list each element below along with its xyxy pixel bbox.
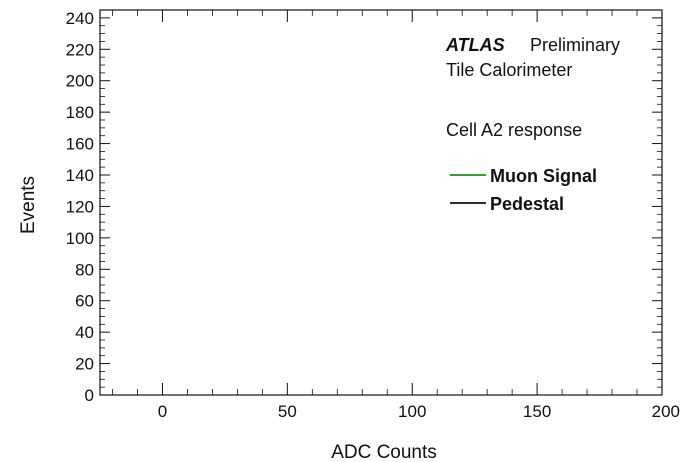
legend-label-muon-signal: Muon Signal <box>490 166 597 186</box>
y-tick-label: 200 <box>66 72 94 91</box>
y-tick-label: 80 <box>75 260 94 279</box>
x-tick-label: 50 <box>278 402 297 421</box>
y-tick-label: 220 <box>66 40 94 59</box>
y-tick-label: 40 <box>75 323 94 342</box>
status-label: Preliminary <box>530 35 620 55</box>
x-tick-label: 0 <box>158 402 167 421</box>
y-tick-label: 180 <box>66 103 94 122</box>
x-tick-label: 150 <box>523 402 551 421</box>
x-axis-title: ADC Counts <box>331 442 437 462</box>
axes: 0 20 40 60 80 100 120 140 160 180 200 220 240 0 50 100 1… <box>66 9 680 421</box>
detector-label: Tile Calorimeter <box>446 60 572 80</box>
y-tick-label: 160 <box>66 135 94 154</box>
plot-frame <box>99 9 663 396</box>
y-tick-label: 240 <box>66 9 94 28</box>
legend-label-pedestal: Pedestal <box>490 194 564 214</box>
x-tick-label: 100 <box>398 402 426 421</box>
y-tick-label: 0 <box>85 386 94 405</box>
description-label: Cell A2 response <box>446 120 582 140</box>
y-tick-label: 120 <box>66 197 94 216</box>
legend: Muon Signal Pedestal <box>450 166 597 214</box>
experiment-label: ATLAS <box>445 35 505 55</box>
atlas-label: ATLAS Preliminary Tile Calorimeter Cell … <box>445 35 620 140</box>
y-tick-label: 100 <box>66 229 94 248</box>
y-tick-label: 140 <box>66 166 94 185</box>
x-tick-label: 200 <box>652 402 680 421</box>
y-tick-label: 20 <box>75 355 94 374</box>
y-axis-title: Events <box>18 176 39 234</box>
y-tick-label: 60 <box>75 292 94 311</box>
